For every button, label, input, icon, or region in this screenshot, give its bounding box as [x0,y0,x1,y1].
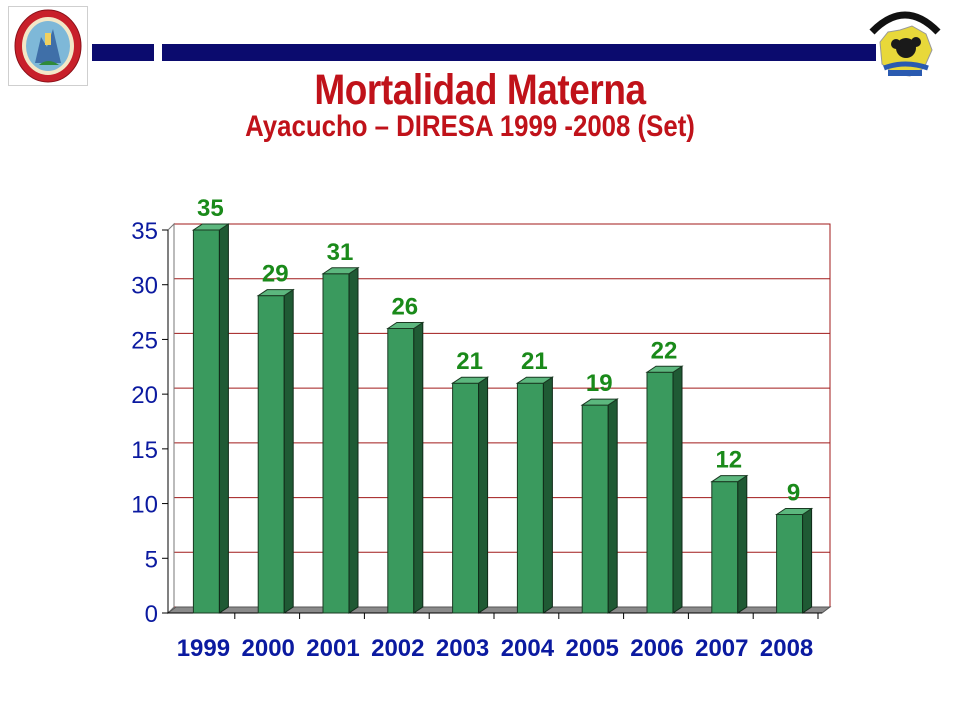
bar-top [191,223,231,231]
bar-side [672,365,683,614]
y-tick-label: 5 [145,546,158,573]
x-tick-label: 2004 [501,635,555,662]
x-tick-label: 1999 [177,635,230,662]
data-label: 35 [197,195,224,222]
bar [257,295,285,614]
bar [776,514,804,614]
bar [452,382,480,614]
bar [581,404,609,614]
chart-subtitle: Ayacucho – DIRESA 1999 -2008 (Set) [245,110,695,143]
side-wall [167,222,175,615]
y-tick-label: 25 [131,327,158,354]
data-label: 9 [787,480,800,507]
data-label: 29 [262,261,289,288]
header-bar-short [92,44,154,61]
bar-top [580,398,619,406]
bar [387,327,415,614]
bar [192,229,220,614]
bar-top [256,289,295,297]
bar-top [386,321,425,329]
data-label: 31 [327,239,354,266]
bar [322,273,350,614]
x-tick-label: 2006 [630,635,683,662]
bar [711,481,739,614]
x-tick-label: 2001 [306,635,359,662]
direccion-regional-salud-logo [866,2,944,86]
bar-side [413,321,424,614]
x-tick-label: 2002 [371,635,424,662]
bar-top [515,376,555,384]
data-label: 26 [391,293,418,320]
y-tick-label: 10 [131,492,158,519]
data-label: 19 [586,370,613,397]
bar-side [218,223,229,614]
bar-side [607,398,618,614]
y-tick-label: 35 [131,218,158,245]
bar-top [645,365,684,373]
bar-side [348,266,359,614]
bar-side [283,288,294,614]
bar-side [478,376,489,614]
bar-top [450,376,490,384]
data-label: 22 [651,337,678,364]
bar [516,382,544,614]
gobierno-regional-logo [8,6,88,86]
bar-top [321,267,360,275]
bar-top [710,475,749,483]
x-tick-label: 2008 [760,635,813,662]
bar-side [542,376,553,614]
data-label: 12 [715,447,742,474]
y-tick-label: 15 [131,437,158,464]
data-label: 21 [456,348,483,375]
y-tick-label: 30 [131,273,158,300]
y-tick-label: 20 [131,382,158,409]
y-tick-label: 0 [145,601,158,628]
x-tick-label: 2003 [436,635,489,662]
chart-title: Mortalidad Materna [314,66,646,114]
x-tick-label: 2000 [242,635,295,662]
bar [646,371,674,614]
bar-side [802,507,813,614]
x-tick-label: 2005 [566,635,619,662]
bar-top [774,508,814,516]
bar-side [737,474,748,614]
data-label: 21 [521,348,548,375]
header-bar-long [162,44,876,61]
x-tick-label: 2007 [695,635,748,662]
